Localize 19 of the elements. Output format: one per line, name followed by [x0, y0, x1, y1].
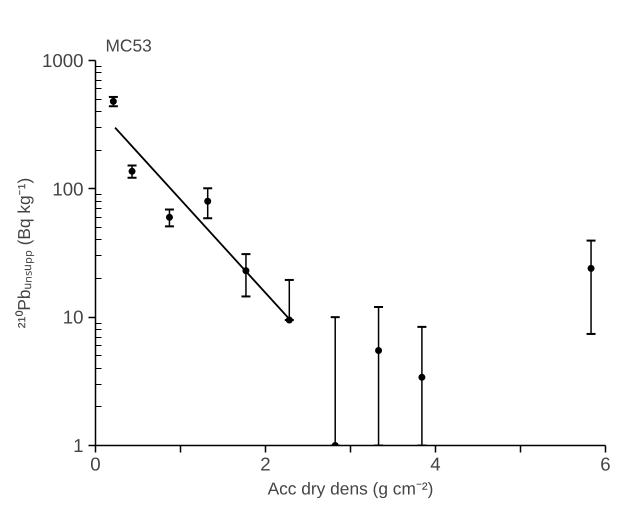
x-axis-title: Acc dry dens (g cm⁻²) — [268, 478, 434, 498]
point — [204, 198, 212, 205]
x-tick-label: 2 — [260, 454, 271, 474]
point — [166, 214, 173, 221]
x-tick-label: 0 — [90, 454, 101, 474]
point — [418, 374, 426, 381]
y-tick-label: 100 — [52, 178, 84, 200]
point — [128, 168, 136, 175]
point — [110, 98, 117, 105]
y-tick-label: 1000 — [42, 50, 84, 71]
x-tick-label: 6 — [600, 454, 611, 474]
y-tick-label: 10 — [62, 306, 84, 328]
point — [588, 264, 595, 272]
point — [286, 316, 293, 324]
chart-title: MC53 — [106, 36, 152, 56]
point — [375, 346, 382, 354]
y-axis-title: ²¹⁰Pbᵤₙₛᵤₚₚ (Bq kg⁻¹) — [14, 178, 35, 328]
y-tick-label: 1 — [73, 435, 84, 456]
x-tick-label: 4 — [430, 454, 441, 474]
